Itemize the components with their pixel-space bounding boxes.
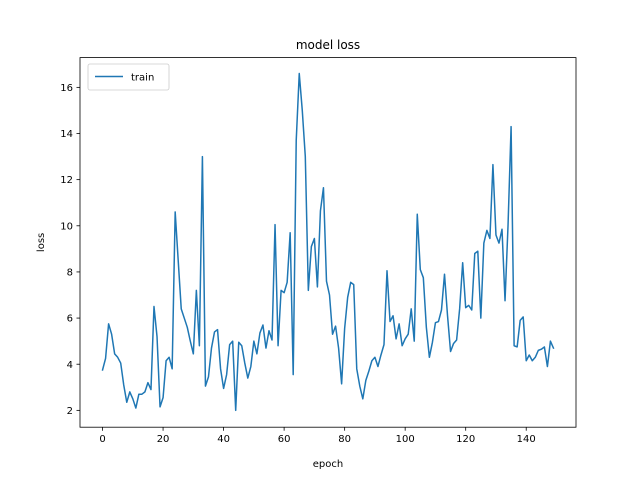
x-tick-label: 80	[338, 434, 351, 445]
plot-frame	[79, 57, 577, 428]
y-tick-label: 12	[60, 175, 73, 186]
legend: train	[87, 63, 170, 91]
legend-label-train: train	[131, 73, 154, 84]
series-line-train	[101, 72, 555, 412]
y-tick-label: 6	[67, 314, 73, 325]
y-tick-label: 4	[67, 360, 73, 371]
x-axis-ticks: 0 20 40 60 80 100 120 140	[99, 427, 536, 445]
y-tick-label: 10	[60, 221, 73, 232]
x-tick-label: 0	[99, 434, 105, 445]
x-tick-label: 60	[278, 434, 291, 445]
x-tick-label: 100	[396, 434, 415, 445]
y-tick-label: 8	[67, 268, 73, 279]
legend-box	[87, 63, 170, 91]
x-tick-label: 20	[157, 434, 170, 445]
y-axis-label: loss	[36, 233, 47, 252]
chart-title: model loss	[296, 38, 360, 52]
x-tick-label: 120	[456, 434, 475, 445]
x-tick-label: 140	[517, 434, 536, 445]
y-axis-ticks: 2 4 6 8 10 12 14 16	[60, 83, 80, 417]
x-tick-label: 40	[217, 434, 230, 445]
y-tick-label: 16	[60, 83, 73, 94]
y-tick-label: 14	[60, 129, 73, 140]
plot-area	[101, 72, 555, 412]
x-axis-label: epoch	[313, 459, 343, 470]
y-tick-label: 2	[67, 406, 73, 417]
